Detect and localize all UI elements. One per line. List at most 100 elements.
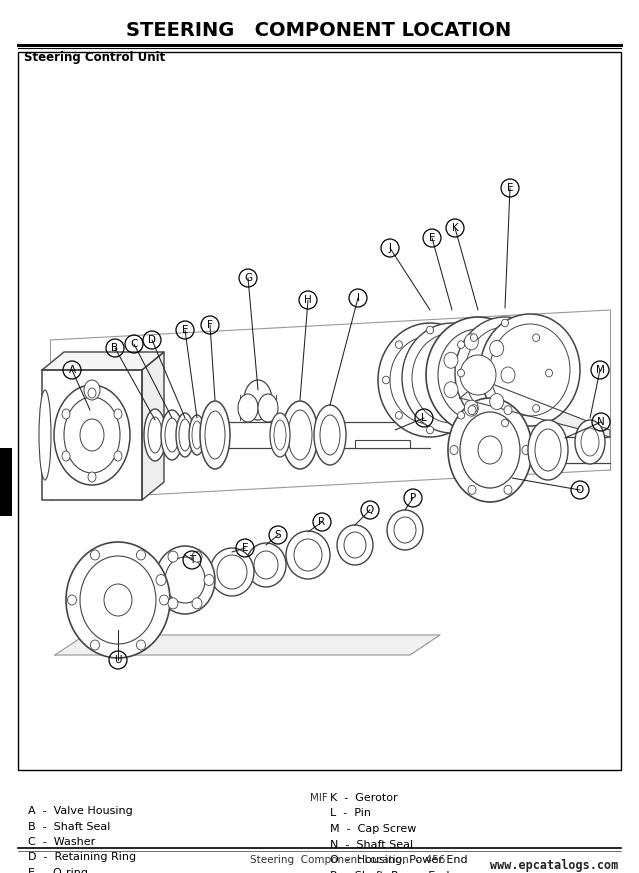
Text: N  -  Shaft Seal: N - Shaft Seal <box>330 840 413 849</box>
Ellipse shape <box>502 320 509 327</box>
Ellipse shape <box>258 394 278 422</box>
Ellipse shape <box>168 551 178 562</box>
Polygon shape <box>55 635 440 655</box>
Ellipse shape <box>165 557 205 603</box>
Ellipse shape <box>176 413 194 457</box>
Text: K  -  Gerotor: K - Gerotor <box>330 793 397 803</box>
Text: C  -  Washer: C - Washer <box>28 837 95 847</box>
Text: Steering Control Unit: Steering Control Unit <box>24 52 166 65</box>
Ellipse shape <box>192 551 202 562</box>
Ellipse shape <box>274 420 286 450</box>
Text: H: H <box>304 295 312 305</box>
Ellipse shape <box>426 327 433 333</box>
Ellipse shape <box>458 340 465 348</box>
Ellipse shape <box>91 640 100 650</box>
Ellipse shape <box>148 417 162 453</box>
Ellipse shape <box>470 333 477 341</box>
Ellipse shape <box>192 598 202 608</box>
Ellipse shape <box>62 409 70 419</box>
Ellipse shape <box>468 485 476 494</box>
Ellipse shape <box>383 376 390 384</box>
Text: M  -  Cap Screw: M - Cap Screw <box>330 824 417 834</box>
Ellipse shape <box>66 542 170 658</box>
Polygon shape <box>42 352 164 370</box>
Ellipse shape <box>314 405 346 465</box>
Ellipse shape <box>39 390 51 480</box>
Ellipse shape <box>217 555 247 589</box>
Ellipse shape <box>470 404 477 412</box>
Ellipse shape <box>84 380 100 400</box>
Ellipse shape <box>465 400 479 416</box>
Ellipse shape <box>137 640 146 650</box>
Ellipse shape <box>244 380 272 420</box>
Ellipse shape <box>581 428 599 456</box>
Ellipse shape <box>444 382 458 398</box>
Ellipse shape <box>528 420 568 480</box>
Ellipse shape <box>478 436 502 464</box>
Ellipse shape <box>535 429 561 471</box>
FancyBboxPatch shape <box>145 422 430 448</box>
Ellipse shape <box>286 531 330 579</box>
Text: P  -  Shaft, Power End: P - Shaft, Power End <box>330 870 449 873</box>
Ellipse shape <box>91 550 100 560</box>
Ellipse shape <box>387 510 423 550</box>
Ellipse shape <box>448 398 532 502</box>
Ellipse shape <box>522 445 530 455</box>
FancyBboxPatch shape <box>0 448 12 516</box>
Ellipse shape <box>426 426 433 434</box>
Text: G: G <box>244 273 252 283</box>
Ellipse shape <box>468 406 476 415</box>
Ellipse shape <box>489 340 504 356</box>
Ellipse shape <box>137 550 146 560</box>
Ellipse shape <box>533 404 539 412</box>
Text: R: R <box>318 517 325 527</box>
Ellipse shape <box>465 333 479 350</box>
Text: Steering  Component Location  -  456: Steering Component Location - 456 <box>250 855 445 865</box>
Ellipse shape <box>161 410 183 460</box>
Ellipse shape <box>200 401 230 469</box>
Ellipse shape <box>80 419 104 451</box>
Ellipse shape <box>205 411 225 459</box>
Ellipse shape <box>54 385 130 485</box>
Text: B: B <box>111 343 119 353</box>
Text: S: S <box>275 530 281 540</box>
Text: F: F <box>207 320 213 330</box>
FancyBboxPatch shape <box>18 52 621 770</box>
Ellipse shape <box>465 327 545 419</box>
Ellipse shape <box>458 369 465 377</box>
Ellipse shape <box>192 421 202 449</box>
Ellipse shape <box>458 411 465 419</box>
Ellipse shape <box>489 394 504 409</box>
Ellipse shape <box>502 419 509 427</box>
Text: MIF: MIF <box>310 793 328 803</box>
Ellipse shape <box>337 525 373 565</box>
Ellipse shape <box>394 517 416 543</box>
Text: E: E <box>429 233 435 243</box>
Ellipse shape <box>444 352 458 368</box>
Polygon shape <box>460 380 610 437</box>
Ellipse shape <box>179 419 191 451</box>
Ellipse shape <box>62 451 70 461</box>
Ellipse shape <box>575 420 605 464</box>
Ellipse shape <box>68 595 77 605</box>
Text: O  -  Housing, Power End: O - Housing, Power End <box>330 855 468 865</box>
Text: O: O <box>576 485 584 495</box>
Ellipse shape <box>189 415 205 455</box>
Text: E  -  O-ring: E - O-ring <box>28 868 88 873</box>
Ellipse shape <box>426 317 530 433</box>
Ellipse shape <box>504 485 512 494</box>
Text: Q: Q <box>366 505 374 515</box>
Ellipse shape <box>88 472 96 482</box>
Ellipse shape <box>88 388 96 398</box>
Ellipse shape <box>80 556 156 644</box>
Text: C: C <box>130 339 137 349</box>
Ellipse shape <box>114 451 122 461</box>
Ellipse shape <box>533 333 539 341</box>
Ellipse shape <box>378 323 482 437</box>
Ellipse shape <box>470 376 477 384</box>
Text: U: U <box>114 655 122 665</box>
Ellipse shape <box>455 317 555 429</box>
Ellipse shape <box>490 324 570 416</box>
Ellipse shape <box>144 409 166 461</box>
Text: D  -  Retaining Ring: D - Retaining Ring <box>28 853 136 863</box>
